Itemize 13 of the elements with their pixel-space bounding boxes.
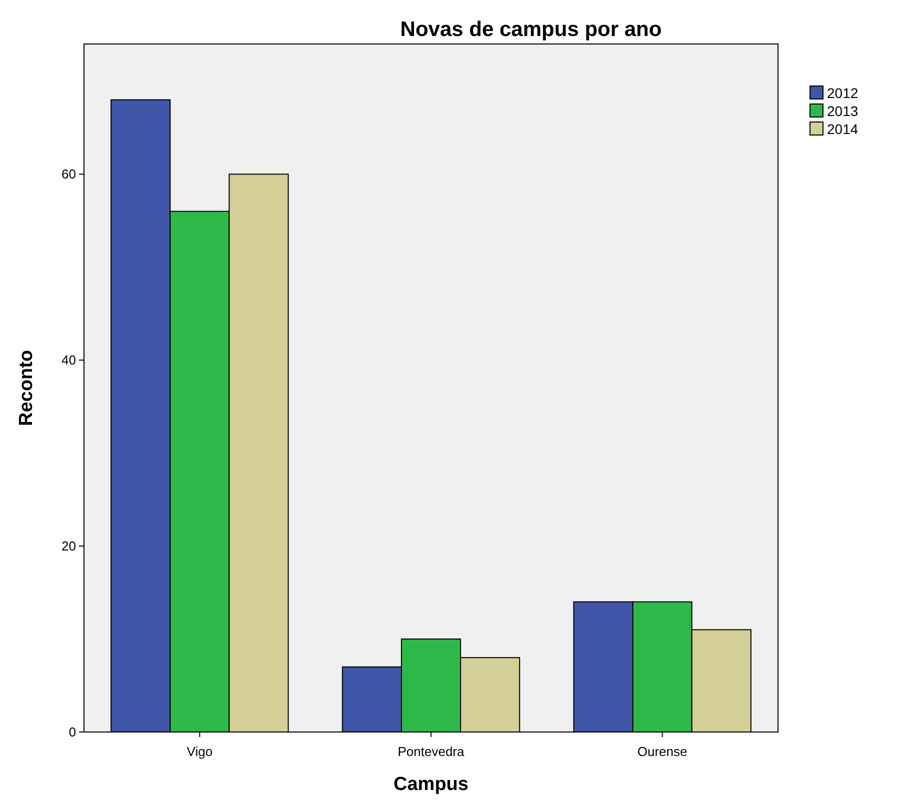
legend-label: 2014 xyxy=(827,120,858,137)
legend-label: 2012 xyxy=(827,84,858,101)
y-tick-label: 0 xyxy=(68,724,76,740)
y-tick-label: 60 xyxy=(62,166,76,182)
legend-label: 2013 xyxy=(827,102,858,119)
chart-title: Novas de campus por ano xyxy=(400,18,662,41)
y-axis-title: Reconto xyxy=(16,350,37,426)
x-axis-title: Campus xyxy=(394,774,468,795)
x-tick-label: Ourense xyxy=(637,744,688,759)
x-tick-label: Vigo xyxy=(186,744,213,759)
y-tick-label: 40 xyxy=(62,352,76,368)
x-tick-label: Pontevedra xyxy=(398,744,466,759)
y-tick-label: 20 xyxy=(62,538,76,554)
